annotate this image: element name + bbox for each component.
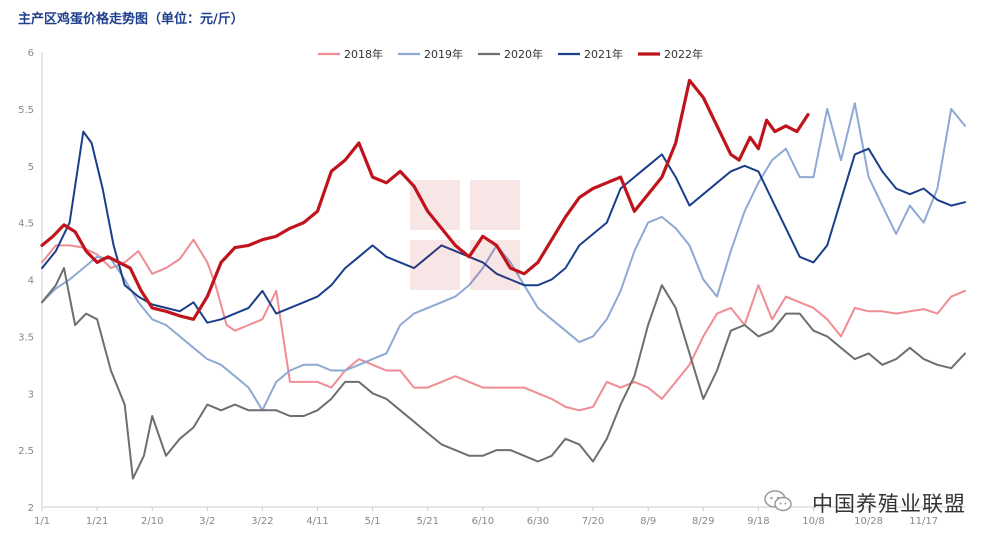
x-tick-label: 5/21: [416, 516, 438, 527]
x-axis: 1/1 1/21 2/10 3/2 3/22 4/11 5/1 5/21 6/10 6/30 7/2…: [34, 506, 965, 527]
series-line-2021: [41, 130, 966, 324]
x-tick-label: 9/18: [747, 516, 769, 527]
x-tick-label: 11/17: [909, 516, 938, 527]
x-tick-label: 2/10: [141, 516, 163, 527]
legend: 2018年 2019年 2020年 2021年 2022年: [318, 47, 703, 61]
y-tick-label: 3: [28, 389, 34, 400]
series-line-2018: [41, 238, 966, 412]
x-tick-label: 1/21: [86, 516, 108, 527]
y-tick-label: 5.5: [18, 105, 34, 116]
series-line-2020: [41, 267, 966, 480]
y-tick-label: 4: [28, 276, 34, 287]
x-tick-label: 6/30: [527, 516, 549, 527]
chart-title: 主产区鸡蛋价格走势图（单位：元/斤）: [18, 12, 244, 27]
wechat-icon: [764, 490, 792, 512]
x-tick-label: 1/1: [34, 516, 50, 527]
x-tick-label: 8/29: [692, 516, 714, 527]
y-tick-label: 2.5: [18, 446, 34, 457]
source-watermark: 中国养殖业联盟: [812, 492, 966, 516]
legend-label-2019: 2019年: [424, 47, 463, 61]
mystee-watermark-logo: [410, 180, 520, 290]
legend-label-2018: 2018年: [344, 47, 383, 61]
x-tick-label: 7/20: [582, 516, 604, 527]
y-tick-label: 5: [28, 162, 34, 173]
series-line-2022: [40, 78, 810, 321]
legend-label-2020: 2020年: [504, 47, 543, 61]
y-tick-label: 3.5: [18, 332, 34, 343]
series-layer: [40, 78, 966, 480]
legend-label-2022: 2022年: [664, 47, 703, 61]
x-tick-label: 8/9: [640, 516, 656, 527]
y-tick-label: 2: [28, 503, 34, 514]
legend-label-2021: 2021年: [584, 47, 623, 61]
y-axis: 2 2.5 3 3.5 4 4.5 5 5.5 6: [18, 48, 43, 514]
x-tick-label: 3/22: [251, 516, 273, 527]
x-tick-label: 6/10: [472, 516, 494, 527]
y-tick-label: 4.5: [18, 219, 34, 230]
y-tick-label: 6: [28, 48, 34, 59]
x-tick-label: 3/2: [199, 516, 215, 527]
x-tick-label: 4/11: [306, 516, 328, 527]
x-tick-label: 5/1: [365, 516, 381, 527]
x-tick-label: 10/28: [854, 516, 883, 527]
x-tick-label: 10/8: [802, 516, 824, 527]
